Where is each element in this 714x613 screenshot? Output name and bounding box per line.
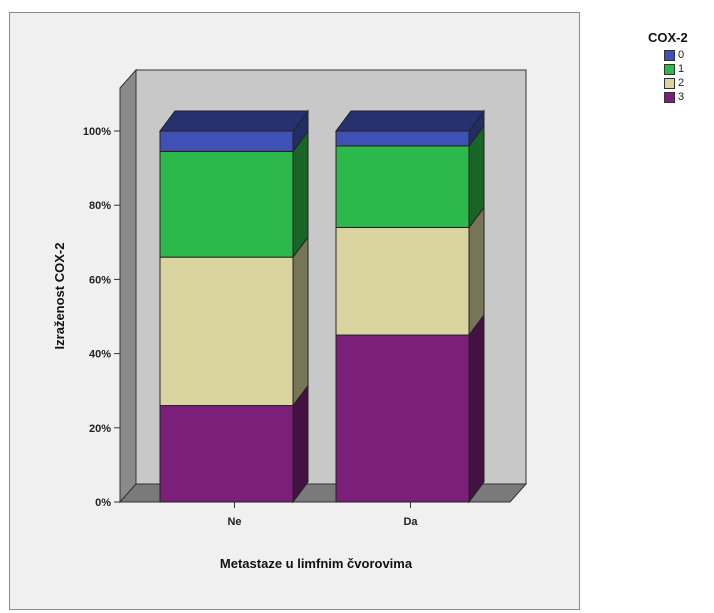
x-tick-label: Ne bbox=[227, 516, 241, 528]
legend-item: 2 bbox=[664, 76, 688, 90]
bar-segment bbox=[335, 145, 470, 228]
legend-label: 0 bbox=[678, 49, 685, 61]
bar-segment-side bbox=[468, 313, 485, 504]
legend-swatch bbox=[664, 63, 675, 75]
legend-label: 2 bbox=[678, 77, 685, 89]
legend: COX-2 0 1 2 3 bbox=[648, 30, 688, 104]
left-wall bbox=[119, 68, 137, 504]
y-tick-label: 60% bbox=[89, 274, 111, 286]
legend-item: 0 bbox=[664, 48, 688, 62]
x-tick-label: Da bbox=[403, 516, 418, 528]
bar-segment bbox=[335, 334, 470, 503]
legend-swatch bbox=[664, 49, 675, 61]
bar-segment bbox=[159, 405, 294, 503]
legend-item: 3 bbox=[664, 90, 688, 104]
y-tick-label: 100% bbox=[83, 126, 111, 138]
bar-segment-side bbox=[292, 129, 309, 259]
legend-items: 0 1 2 3 bbox=[649, 48, 688, 104]
legend-swatch bbox=[664, 77, 675, 89]
bar-segment bbox=[335, 130, 470, 147]
y-tick-label: 20% bbox=[89, 423, 111, 435]
bar-segment-side bbox=[468, 205, 485, 337]
bar-top bbox=[335, 110, 485, 132]
legend-title: COX-2 bbox=[648, 30, 688, 45]
legend-item: 1 bbox=[664, 62, 688, 76]
y-axis-title: Izraženost COX-2 bbox=[52, 243, 67, 350]
bar-segment bbox=[159, 150, 294, 258]
y-tick-label: 80% bbox=[89, 200, 111, 212]
legend-label: 3 bbox=[678, 91, 685, 103]
legend-label: 1 bbox=[678, 63, 685, 75]
y-tick-label: 0% bbox=[95, 497, 111, 509]
bar-segment bbox=[335, 226, 470, 336]
bar-segment-side bbox=[292, 235, 309, 408]
legend-swatch bbox=[664, 91, 675, 103]
bar-segment bbox=[159, 256, 294, 407]
x-axis-title: Metastaze u limfnim čvorovima bbox=[220, 556, 413, 571]
bar-segment bbox=[159, 130, 294, 152]
y-tick-label: 40% bbox=[89, 349, 111, 361]
bar-top bbox=[159, 110, 309, 132]
